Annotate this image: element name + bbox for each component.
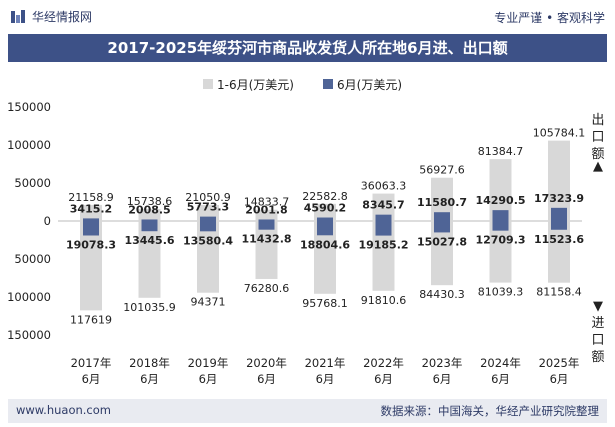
tagline: 专业严谨 • 客观科学 [494,11,605,25]
label-1-6-export: 81384.7 [478,145,524,158]
chart: 1-6月(万美元) 6月(万美元) 150000 100000 50000 0 50000… [7,78,604,386]
up-arrow-icon: ▲ [593,159,603,174]
label-june-export: 14290.5 [475,194,525,207]
label-june-import: 18804.6 [300,238,350,251]
label-1-6-export: 14833.7 [244,196,290,209]
bar-june [141,219,158,232]
label-1-6-export: 21050.9 [185,191,231,204]
bar-june [83,218,99,236]
label-june-export: 3415.2 [70,202,112,215]
label-june-export: 5773.3 [187,201,229,214]
x-tick-label: 2025年 6月 [539,356,580,386]
label-1-6-import: 81158.4 [536,286,582,299]
label-june-export: 2008.5 [128,203,170,216]
bar-june [492,210,509,231]
label-1-6-export: 22582.8 [302,190,348,203]
x-tick-label: 2019年 6月 [188,356,229,386]
label-1-6-import: 117619 [70,313,112,326]
label-june-export: 8345.7 [362,199,404,212]
side-label-import-char: 额 [591,350,604,365]
bar-june [434,212,450,233]
bar-june [551,207,567,230]
y-tick-label: 150000 [7,100,51,114]
label-june-export: 11580.7 [417,196,467,209]
footer-source: 数据来源：中国海关，华经产业研究院整理 [380,404,600,418]
label-1-6-import: 95768.1 [302,297,348,310]
bar-1-6-month [138,209,161,298]
side-label-export-char: 口 [591,130,604,145]
x-tick-label: 2022年 6月 [363,356,404,386]
label-1-6-import: 76280.6 [244,282,290,295]
footer-site-link[interactable]: www.huaon.com [16,403,111,417]
legend-swatch-june [323,79,333,89]
label-1-6-import: 94371 [191,296,226,309]
label-june-import: 15027.8 [417,235,467,248]
label-june-import: 11432.8 [241,233,291,246]
label-june-import: 13445.6 [124,234,174,247]
y-tick-label: 150000 [7,328,51,342]
side-label-import-char: 口 [591,333,604,348]
label-1-6-export: 36063.3 [361,180,407,193]
legend-label-1-6: 1-6月(万美元) [217,78,294,92]
bar-june [375,214,392,236]
y-tick-label: 50000 [14,252,51,266]
label-1-6-export: 56927.6 [419,164,465,177]
label-june-import: 13580.4 [183,234,233,247]
label-june-export: 17323.9 [534,192,584,205]
down-arrow-icon: ▼ [593,299,603,314]
brand[interactable]: 华经情报网 [10,8,92,25]
label-1-6-export: 105784.1 [533,127,586,140]
data-labels: 21158.9 117619 3415.2 19078.3 15738.6 101035.… [66,127,585,327]
label-june-import: 11523.6 [534,233,584,246]
huajing-logo-icon [11,9,25,23]
bar-june [258,219,275,230]
side-labels: 出口额▲▼进口额 [591,113,604,365]
chart-title: 2017-2025年绥芬河市商品收发货人所在地6月进、出口额 [107,39,508,57]
x-tick-label: 2021年 6月 [305,356,346,386]
label-june-import: 12709.3 [475,234,525,247]
bar-june [200,216,216,232]
side-label-export-char: 额 [591,147,604,162]
y-tick-label: 100000 [7,290,51,304]
legend-label-june: 6月(万美元) [337,78,402,92]
label-1-6-export: 21158.9 [68,191,114,204]
x-axis: 2017年 6月 2018年 6月 2019年 6月 2020年 6月 2021年 6月 2022年… [71,356,580,386]
y-tick-label: 100000 [7,138,51,152]
label-1-6-import: 91810.6 [361,294,407,307]
x-tick-label: 2024年 6月 [480,356,521,386]
x-tick-label: 2017年 6月 [71,356,112,386]
label-1-6-export: 15738.6 [127,195,173,208]
footer: www.huaon.com 数据来源：中国海关，华经产业研究院整理 [8,399,607,423]
y-tick-label: 0 [44,214,51,228]
title-bar: 2017-2025年绥芬河市商品收发货人所在地6月进、出口额 [8,34,607,62]
legend-swatch-1-6 [203,79,213,89]
label-1-6-import: 101035.9 [123,301,176,314]
label-june-export: 4590.2 [304,202,346,215]
label-june-import: 19185.2 [358,239,408,252]
legend: 1-6月(万美元) 6月(万美元) [203,78,402,92]
side-label-import-char: 进 [591,316,604,331]
label-1-6-import: 84430.3 [419,288,465,301]
top-bar: 华经情报网 专业严谨 • 客观科学 [0,0,615,34]
label-1-6-import: 81039.3 [478,286,524,299]
x-tick-label: 2023年 6月 [422,356,463,386]
bar-june [317,217,333,236]
y-tick-label: 50000 [14,176,51,190]
label-june-import: 19078.3 [66,238,116,251]
label-june-export: 2001.8 [245,203,287,216]
brand-name: 华经情报网 [32,10,93,24]
bars [80,140,570,311]
side-label-export-char: 出 [591,113,604,128]
x-tick-label: 2018年 6月 [129,356,170,386]
x-tick-label: 2020年 6月 [246,356,287,386]
